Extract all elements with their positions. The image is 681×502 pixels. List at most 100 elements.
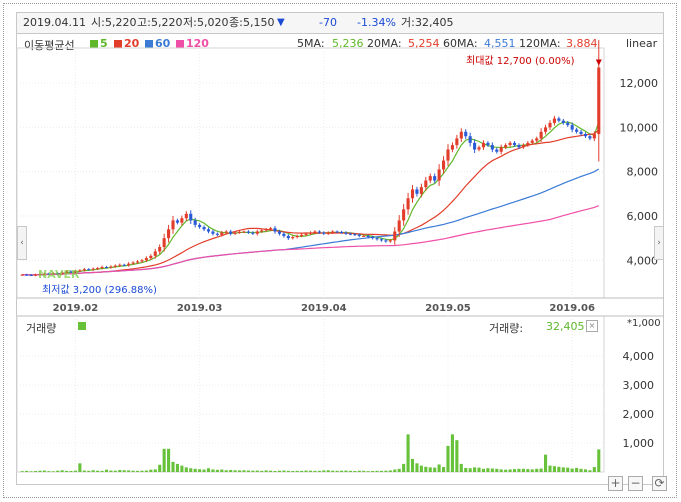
- volume-bar: [260, 470, 264, 472]
- reset-button[interactable]: ⟳: [652, 476, 667, 491]
- volume-bar: [198, 469, 202, 472]
- candle-body: [149, 255, 153, 259]
- candle-body: [424, 180, 428, 188]
- price-tick-label: 12,000: [620, 77, 659, 90]
- candle-body: [579, 131, 583, 134]
- volume-bar: [446, 445, 450, 472]
- candle-body: [229, 231, 233, 234]
- volume-bar: [29, 471, 33, 472]
- volume-bar: [167, 448, 171, 472]
- volume-bar: [291, 470, 295, 472]
- close-icon[interactable]: ×: [586, 320, 598, 332]
- volume-bar: [78, 463, 82, 472]
- volume-bar: [539, 468, 543, 472]
- candle-body: [25, 274, 29, 276]
- volume-bar: [47, 471, 51, 472]
- candle-body: [592, 134, 596, 139]
- volume-bar: [69, 470, 73, 472]
- scroll-left-button[interactable]: ‹: [17, 226, 27, 260]
- volume-unit: *1,000: [627, 318, 661, 329]
- ma60-swatch: [145, 40, 153, 48]
- volume-bar: [42, 470, 46, 472]
- volume-bar: [433, 467, 437, 472]
- volume-bar: [300, 470, 304, 472]
- volume-readout-value: 32,405: [546, 320, 585, 333]
- candle-body: [331, 231, 335, 233]
- volume-bar: [277, 470, 282, 472]
- ma120-readout-value: 3,884: [566, 37, 598, 50]
- volume-bar: [362, 470, 366, 472]
- ma120-label[interactable]: 120: [186, 37, 209, 50]
- volume-bar: [233, 470, 237, 472]
- volume-bar: [264, 470, 268, 472]
- volume-panel-border: [16, 315, 605, 473]
- open-value: 5,220: [105, 16, 137, 29]
- volume-bar: [490, 468, 494, 472]
- volume-bar: [104, 469, 109, 472]
- candle-body: [255, 231, 259, 234]
- zoom-out-button[interactable]: −: [628, 476, 643, 491]
- quote-bar: 2019.04.11 시: 5,220 고: 5,220 저: 5,020 종:…: [16, 12, 664, 34]
- scale-mode-toggle[interactable]: linear: [626, 37, 658, 50]
- candle-body: [583, 134, 588, 137]
- volume-bar: [171, 461, 175, 472]
- scroll-right-button[interactable]: ›: [654, 226, 664, 260]
- volume-bar: [251, 470, 255, 472]
- candle-body: [464, 131, 468, 137]
- volume-swatch: [78, 322, 86, 330]
- volume-tick-label: 4,000: [623, 350, 655, 363]
- volume-bar: [211, 469, 215, 472]
- candle-body: [455, 138, 459, 146]
- ma20-label[interactable]: 20: [124, 37, 140, 50]
- volume-bar: [189, 468, 193, 472]
- volume-bar: [96, 470, 100, 472]
- volume-bar: [206, 468, 211, 472]
- ma60-line: [22, 168, 600, 276]
- candle-body: [410, 189, 415, 199]
- volume-bar: [175, 463, 179, 472]
- volume-bar: [468, 468, 472, 472]
- ma60-label[interactable]: 60: [155, 37, 171, 50]
- volume-bar: [237, 470, 242, 472]
- low-label: 저:: [183, 16, 197, 29]
- volume-tick-label: 2,000: [623, 408, 655, 421]
- volume-bar: [393, 469, 397, 472]
- candle-body: [286, 235, 290, 239]
- candle-body: [597, 67, 601, 134]
- volume-bar: [184, 467, 188, 472]
- volume-bar: [495, 468, 499, 472]
- volume-bar: [366, 471, 370, 472]
- volume-bar: [504, 469, 508, 472]
- ma5-label[interactable]: 5: [100, 37, 108, 50]
- candle-body: [379, 239, 384, 241]
- volume-bar: [269, 470, 273, 472]
- volume-bar: [73, 470, 77, 472]
- volume-bar: [588, 470, 592, 472]
- ma120-readout-label: 120MA:: [519, 37, 561, 50]
- volume-bar: [153, 469, 157, 472]
- candle-body: [428, 176, 432, 181]
- candle-body: [375, 238, 379, 240]
- candle-body: [246, 231, 250, 233]
- candle-body: [144, 258, 148, 261]
- candle-body: [167, 229, 171, 239]
- volume-bar: [375, 470, 379, 472]
- volume-bar: [304, 470, 308, 472]
- candle-body: [548, 122, 552, 128]
- volume-bar: [437, 464, 441, 472]
- volume-bar: [317, 470, 321, 472]
- candle-body: [237, 231, 242, 233]
- candle-body: [273, 228, 277, 232]
- candle-body: [78, 270, 82, 272]
- candle-body: [397, 220, 401, 232]
- volume-bar: [353, 470, 357, 472]
- volume-bar: [450, 434, 454, 472]
- candle-body: [473, 142, 477, 150]
- zoom-in-button[interactable]: +: [608, 476, 623, 491]
- candle-body: [56, 273, 60, 275]
- candle-body: [198, 224, 202, 228]
- volume-bar: [552, 466, 556, 472]
- volume-bar: [406, 434, 410, 472]
- candle-body: [521, 145, 525, 148]
- volume-bar: [51, 471, 55, 472]
